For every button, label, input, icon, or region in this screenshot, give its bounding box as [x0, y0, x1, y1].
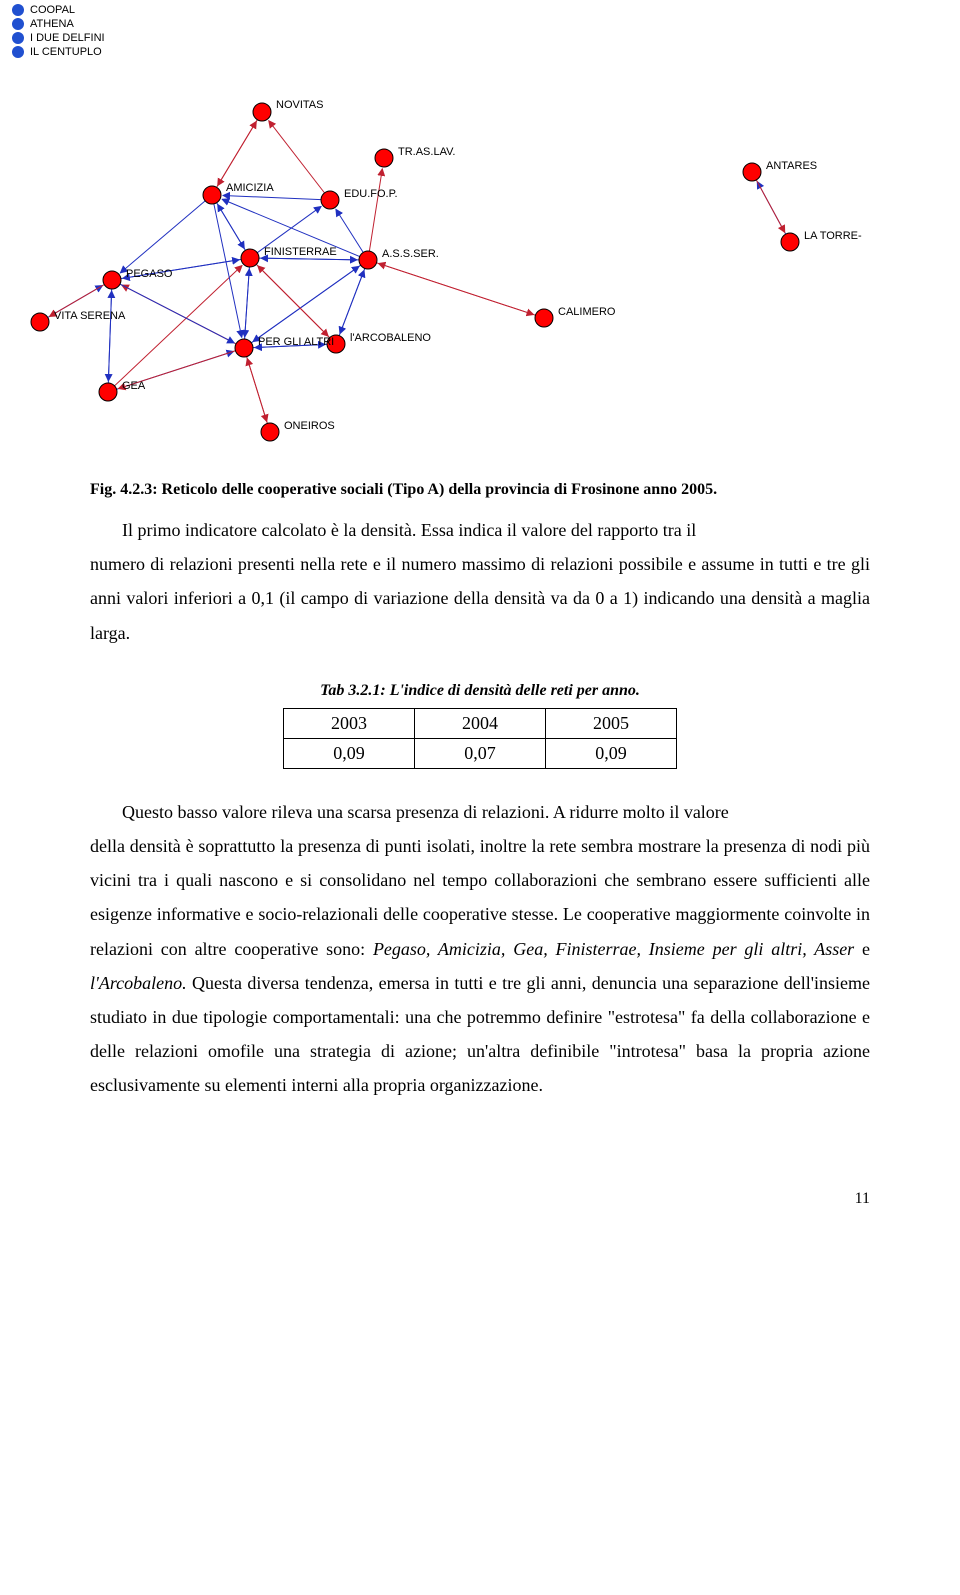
td-2003: 0,09: [284, 738, 415, 768]
node-label-latorre: LA TORRE-: [804, 230, 862, 242]
node-novitas: [253, 103, 271, 121]
network-diagram: COOPALATHENAI DUE DELFINIIL CENTUPLO NOV…: [0, 0, 960, 475]
node-label-finisterrae: FINISTERRAE: [264, 246, 337, 258]
node-oneiros: [261, 423, 279, 441]
node-label-traslav: TR.AS.LAV.: [398, 146, 455, 158]
edge: [115, 266, 242, 386]
node-label-oneiros: ONEIROS: [284, 420, 335, 432]
node-traslav: [375, 149, 393, 167]
p2-mid: e: [854, 939, 870, 959]
node-label-novitas: NOVITAS: [276, 99, 323, 111]
node-label-vitaserena: VITA SERENA: [54, 310, 125, 322]
node-pegaso: [103, 271, 121, 289]
node-label-calimero: CALIMERO: [558, 306, 615, 318]
edge: [120, 201, 205, 273]
edge: [120, 284, 234, 343]
node-vitaserena: [31, 313, 49, 331]
node-label-pergli: PER GLI ALTRI: [258, 336, 334, 348]
edge: [377, 263, 534, 315]
p1-rest: numero di relazioni presenti nella rete …: [90, 554, 870, 642]
node-amicizia: [203, 186, 221, 204]
p2-line1: Questo basso valore rileva una scarsa pr…: [122, 802, 729, 822]
th-2005: 2005: [546, 708, 677, 738]
coop-list: Pegaso, Amicizia, Gea, Finisterrae, Insi…: [373, 939, 854, 959]
edge: [340, 268, 365, 333]
page-number: 11: [0, 1162, 960, 1208]
node-assser: [359, 251, 377, 269]
node-finisterrae: [241, 249, 259, 267]
node-calimero: [535, 309, 553, 327]
density-table: 2003 2004 2005 0,09 0,07 0,09: [283, 708, 677, 769]
table-caption: Tab 3.2.1: L'indice di densità delle ret…: [90, 682, 870, 700]
node-gea: [99, 383, 117, 401]
edge: [223, 195, 321, 199]
td-2005: 0,09: [546, 738, 677, 768]
p1-line1: Il primo indicatore calcolato è la densi…: [122, 520, 696, 540]
paragraph-1: Il primo indicatore calcolato è la densi…: [90, 513, 870, 650]
edge: [336, 209, 363, 252]
edge: [256, 264, 328, 336]
node-edufop: [321, 191, 339, 209]
edge: [269, 121, 325, 193]
p2-post: Questa diversa tendenza, emersa in tutti…: [90, 973, 870, 1096]
td-2004: 0,07: [415, 738, 546, 768]
edge: [108, 289, 111, 381]
edge: [756, 180, 784, 232]
edge: [217, 203, 245, 249]
th-2004: 2004: [415, 708, 546, 738]
node-label-arcobaleno: l'ARCOBALENO: [350, 332, 431, 344]
node-latorre: [781, 233, 799, 251]
node-label-gea: GEA: [122, 380, 145, 392]
edge: [369, 169, 382, 251]
th-2003: 2003: [284, 708, 415, 738]
edge: [247, 357, 267, 422]
node-label-antares: ANTARES: [766, 160, 817, 172]
edge: [259, 258, 357, 260]
node-label-assser: A.S.S.SER.: [382, 248, 439, 260]
node-label-amicizia: AMICIZIA: [226, 182, 274, 194]
edge: [245, 267, 250, 337]
node-label-edufop: EDU.FO.P.: [344, 188, 398, 200]
node-label-pegaso: PEGASO: [126, 268, 172, 280]
edge: [214, 204, 242, 337]
node-pergli: [235, 339, 253, 357]
coop-last: l'Arcobaleno.: [90, 973, 187, 993]
edge: [218, 120, 258, 186]
paragraph-2: Questo basso valore rileva una scarsa pr…: [90, 795, 870, 1103]
figure-caption: Fig. 4.2.3: Reticolo delle cooperative s…: [90, 481, 870, 499]
node-antares: [743, 163, 761, 181]
